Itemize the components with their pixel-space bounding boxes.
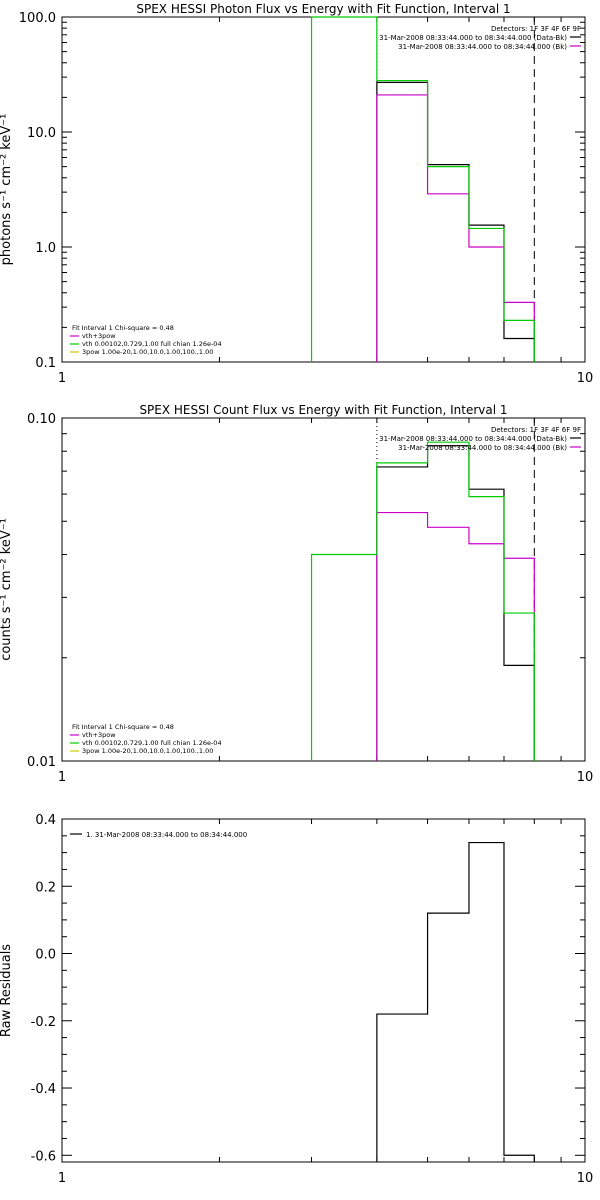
series-1-line: [376, 94, 535, 362]
legend-bottom-line: vth+3pow: [82, 731, 116, 739]
legend-bottom-line: vth 0.00102,0.729,1.00 full chian 1.26e-…: [82, 340, 222, 348]
legend-top-line: Detectors: 1F 3F 4F 6F 9F: [491, 25, 581, 33]
y-axis-label: Raw Residuals: [0, 944, 14, 1037]
legend-left-line: 1. 31-Mar-2008 08:33:44.000 to 08:34:44.…: [86, 831, 247, 839]
chart-title: SPEX HESSI Photon Flux vs Energy with Fi…: [136, 2, 510, 16]
series-2-line: [310, 16, 535, 362]
series-0-line: [376, 841, 535, 1162]
legend-bottom-line: 3pow 1.00e-20,1.00,10.0,1.00,100.,1.00: [82, 747, 213, 755]
legend-top-line: 31-Mar-2008 08:33:44.000 to 08:34:44.000…: [398, 444, 567, 452]
plot-frame: [61, 818, 586, 1163]
y-tick-label: 0.1: [35, 356, 56, 371]
series-1-line: [376, 511, 535, 761]
y-tick-label: -0.2: [31, 1015, 56, 1030]
y-tick-label: -0.4: [31, 1082, 56, 1097]
photon-flux-panel: 1 10 0.1 1.0 10.0 100.0 SPEX HESSI Photon Flux…: [0, 2, 593, 386]
residuals-panel: 1 10 -0.6 -0.4 -0.2 0.0 0.2 0.4 Raw Residuals 1. …: [0, 813, 593, 1186]
x-tick-label: 10: [577, 1171, 594, 1186]
legend-top-line: 31-Mar-2008 08:33:44.000 to 08:34:44.000…: [398, 43, 567, 51]
legend-bottom-line: Fit Interval 1 Chi-square = 0.48: [72, 324, 174, 332]
y-tick-label: 0.4: [35, 813, 56, 828]
x-tick-label: 1: [58, 371, 66, 386]
y-tick-label: 1.0: [35, 241, 56, 256]
chart-title: SPEX HESSI Count Flux vs Energy with Fit…: [139, 403, 507, 417]
x-tick-label: 10: [577, 371, 594, 386]
legend-top-line: Detectors: 1F 3F 4F 6F 9F: [491, 426, 581, 434]
legend-top-line: 31-Mar-2008 08:33:44.000 to 08:34:44.000…: [379, 435, 567, 443]
y-tick-label: 0.01: [27, 755, 56, 770]
y-tick-label: 0.10: [27, 412, 56, 427]
y-tick-label: -0.6: [31, 1149, 56, 1164]
legend-bottom-line: Fit Interval 1 Chi-square = 0.48: [72, 723, 174, 731]
y-axis-label: photons s⁻¹ cm⁻² keV⁻¹: [0, 114, 14, 266]
y-tick-label: 0.2: [35, 880, 56, 895]
legend-bottom-line: vth 0.00102,0.729,1.00 full chian 1.26e-…: [82, 739, 222, 747]
y-tick-label: 0.0: [35, 948, 56, 963]
x-tick-label: 1: [58, 770, 66, 785]
y-tick-label: 100.0: [19, 11, 56, 26]
x-tick-label: 10: [577, 770, 594, 785]
legend-top-line: 31-Mar-2008 08:33:44.000 to 08:34:44.000…: [379, 34, 567, 42]
count-flux-panel: 1 10 0.01 0.10 SPEX HESSI Count Flux vs Ener…: [0, 403, 593, 785]
legend-bottom-line: 3pow 1.00e-20,1.00,10.0,1.00,100.,1.00: [82, 348, 213, 356]
series-0-line: [376, 445, 535, 761]
x-tick-label: 1: [58, 1171, 66, 1186]
y-axis-label: counts s⁻¹ cm⁻² keV⁻¹: [0, 518, 14, 661]
series-2-line: [310, 441, 535, 761]
legend-bottom-line: vth+3pow: [82, 332, 116, 340]
plot-frame: [61, 417, 586, 762]
plot-frame: [61, 16, 586, 363]
y-tick-label: 10.0: [27, 126, 56, 141]
